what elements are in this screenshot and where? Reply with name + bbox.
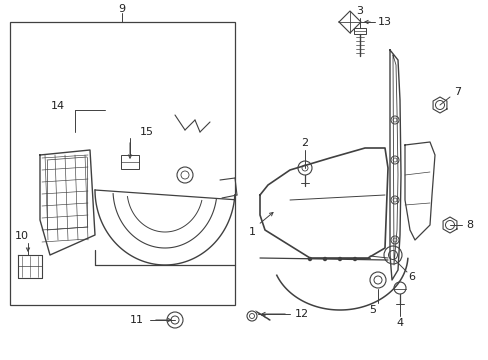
Text: 10: 10 [15,231,29,241]
Bar [10,22,235,305]
Bar [121,155,139,169]
Text: 7: 7 [453,87,461,97]
Text: 9: 9 [118,4,125,14]
Text: 11: 11 [130,315,143,325]
Text: 15: 15 [140,127,154,137]
Text: 4: 4 [396,318,403,328]
Circle shape [353,257,356,261]
Text: 12: 12 [294,309,308,319]
Text: 1: 1 [248,227,255,237]
Text: 2: 2 [301,138,308,148]
Circle shape [323,257,326,261]
Text: 13: 13 [377,17,391,27]
Text: 8: 8 [466,220,472,230]
Circle shape [308,257,311,261]
Bar [353,28,365,34]
Circle shape [338,257,341,261]
Text: 6: 6 [407,272,415,282]
Text: 3: 3 [356,6,363,16]
Text: 14: 14 [51,101,65,111]
Text: 5: 5 [369,305,376,315]
